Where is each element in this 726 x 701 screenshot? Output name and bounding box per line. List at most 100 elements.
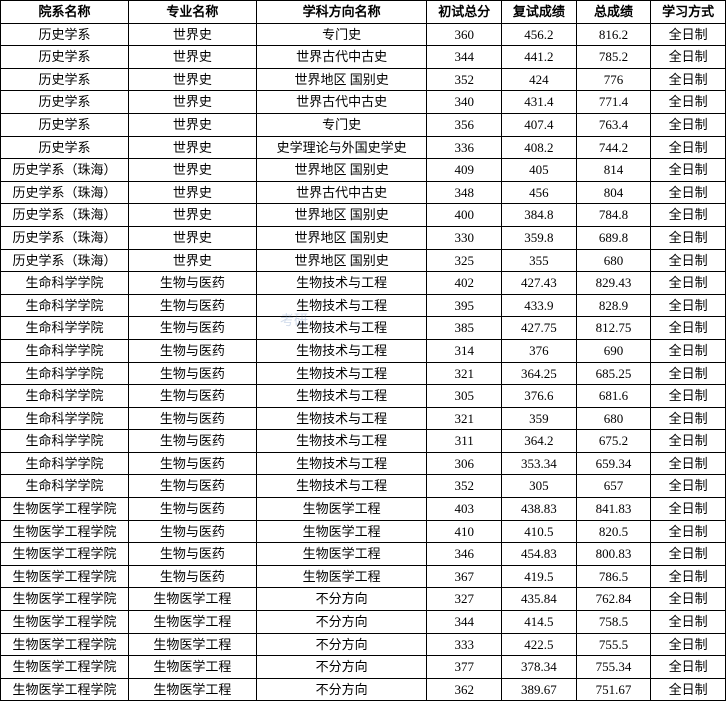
cell-score1: 344: [427, 46, 502, 69]
header-row: 院系名称专业名称学科方向名称初试总分复试成绩总成绩学习方式: [1, 1, 726, 24]
cell-major: 生物医学工程: [128, 611, 256, 634]
cell-major: 世界史: [128, 159, 256, 182]
table-row: 历史学系（珠海）世界史世界地区 国别史400384.8784.8全日制: [1, 204, 726, 227]
table-row: 生物医学工程学院生物与医药生物医学工程346454.83800.83全日制: [1, 543, 726, 566]
cell-dept: 生命科学学院: [1, 407, 129, 430]
cell-score1: 346: [427, 543, 502, 566]
cell-mode: 全日制: [651, 633, 726, 656]
cell-major: 生物与医药: [128, 430, 256, 453]
cell-total: 800.83: [576, 543, 651, 566]
cell-total: 816.2: [576, 23, 651, 46]
cell-dept: 生命科学学院: [1, 272, 129, 295]
cell-major: 世界史: [128, 46, 256, 69]
cell-score2: 364.2: [502, 430, 577, 453]
cell-dept: 生命科学学院: [1, 339, 129, 362]
cell-score2: 305: [502, 475, 577, 498]
cell-total: 680: [576, 249, 651, 272]
cell-direction: 不分方向: [256, 611, 427, 634]
cell-mode: 全日制: [651, 159, 726, 182]
cell-score2: 422.5: [502, 633, 577, 656]
cell-score1: 333: [427, 633, 502, 656]
cell-total: 685.25: [576, 362, 651, 385]
cell-dept: 历史学系: [1, 91, 129, 114]
column-header: 总成绩: [576, 1, 651, 24]
cell-mode: 全日制: [651, 294, 726, 317]
cell-dept: 生物医学工程学院: [1, 633, 129, 656]
cell-mode: 全日制: [651, 430, 726, 453]
cell-dept: 生物医学工程学院: [1, 498, 129, 521]
cell-mode: 全日制: [651, 226, 726, 249]
table-header: 院系名称专业名称学科方向名称初试总分复试成绩总成绩学习方式: [1, 1, 726, 24]
cell-total: 751.67: [576, 678, 651, 701]
cell-direction: 生物技术与工程: [256, 430, 427, 453]
cell-mode: 全日制: [651, 407, 726, 430]
column-header: 专业名称: [128, 1, 256, 24]
cell-dept: 生命科学学院: [1, 294, 129, 317]
cell-score2: 435.84: [502, 588, 577, 611]
cell-direction: 世界古代中古史: [256, 46, 427, 69]
table-row: 历史学系世界史史学理论与外国史学史336408.2744.2全日制: [1, 136, 726, 159]
cell-score2: 359: [502, 407, 577, 430]
cell-direction: 生物技术与工程: [256, 407, 427, 430]
cell-score2: 414.5: [502, 611, 577, 634]
table-row: 生物医学工程学院生物与医药生物医学工程403438.83841.83全日制: [1, 498, 726, 521]
cell-score2: 438.83: [502, 498, 577, 521]
cell-major: 生物与医药: [128, 520, 256, 543]
cell-score2: 405: [502, 159, 577, 182]
cell-mode: 全日制: [651, 317, 726, 340]
cell-score2: 431.4: [502, 91, 577, 114]
cell-score2: 407.4: [502, 113, 577, 136]
cell-dept: 历史学系: [1, 68, 129, 91]
cell-major: 生物与医药: [128, 475, 256, 498]
cell-total: 771.4: [576, 91, 651, 114]
cell-score2: 384.8: [502, 204, 577, 227]
cell-direction: 生物技术与工程: [256, 452, 427, 475]
column-header: 复试成绩: [502, 1, 577, 24]
cell-major: 生物与医药: [128, 317, 256, 340]
cell-score2: 456: [502, 181, 577, 204]
cell-total: 784.8: [576, 204, 651, 227]
cell-total: 744.2: [576, 136, 651, 159]
cell-direction: 生物医学工程: [256, 520, 427, 543]
cell-score2: 378.34: [502, 656, 577, 679]
cell-major: 世界史: [128, 91, 256, 114]
cell-dept: 生命科学学院: [1, 452, 129, 475]
cell-dept: 历史学系（珠海）: [1, 204, 129, 227]
cell-mode: 全日制: [651, 181, 726, 204]
cell-direction: 生物医学工程: [256, 498, 427, 521]
cell-total: 758.5: [576, 611, 651, 634]
cell-mode: 全日制: [651, 204, 726, 227]
table-row: 生物医学工程学院生物医学工程不分方向377378.34755.34全日制: [1, 656, 726, 679]
table-row: 历史学系（珠海）世界史世界古代中古史348456804全日制: [1, 181, 726, 204]
cell-direction: 世界地区 国别史: [256, 249, 427, 272]
cell-dept: 历史学系: [1, 113, 129, 136]
cell-score1: 344: [427, 611, 502, 634]
cell-major: 世界史: [128, 136, 256, 159]
cell-score2: 456.2: [502, 23, 577, 46]
cell-direction: 不分方向: [256, 633, 427, 656]
cell-major: 世界史: [128, 249, 256, 272]
table-row: 历史学系（珠海）世界史世界地区 国别史325355680全日制: [1, 249, 726, 272]
cell-score1: 362: [427, 678, 502, 701]
cell-major: 生物医学工程: [128, 588, 256, 611]
table-row: 历史学系（珠海）世界史世界地区 国别史409405814全日制: [1, 159, 726, 182]
cell-major: 世界史: [128, 23, 256, 46]
cell-total: 763.4: [576, 113, 651, 136]
cell-score1: 377: [427, 656, 502, 679]
table-row: 生命科学学院生物与医药生物技术与工程311364.2675.2全日制: [1, 430, 726, 453]
table-row: 生命科学学院生物与医药生物技术与工程402427.43829.43全日制: [1, 272, 726, 295]
cell-mode: 全日制: [651, 543, 726, 566]
table-row: 生命科学学院生物与医药生物技术与工程305376.6681.6全日制: [1, 385, 726, 408]
cell-mode: 全日制: [651, 452, 726, 475]
cell-direction: 专门史: [256, 23, 427, 46]
cell-mode: 全日制: [651, 272, 726, 295]
cell-score2: 364.25: [502, 362, 577, 385]
cell-total: 675.2: [576, 430, 651, 453]
cell-dept: 历史学系: [1, 23, 129, 46]
cell-score1: 321: [427, 407, 502, 430]
cell-score1: 410: [427, 520, 502, 543]
cell-score2: 376.6: [502, 385, 577, 408]
table-row: 生物医学工程学院生物与医药生物医学工程410410.5820.5全日制: [1, 520, 726, 543]
cell-score2: 427.43: [502, 272, 577, 295]
cell-direction: 生物技术与工程: [256, 317, 427, 340]
